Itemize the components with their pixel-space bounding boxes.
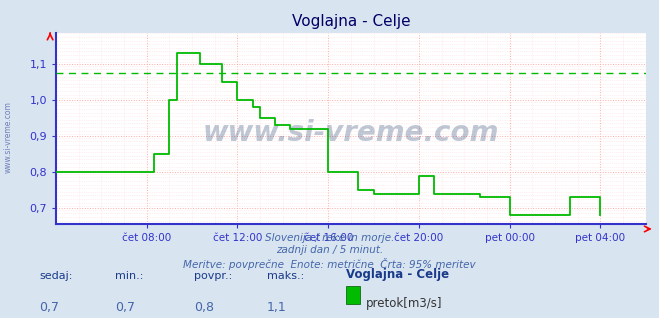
Text: Slovenija / reke in morje.: Slovenija / reke in morje. — [265, 233, 394, 243]
Text: pretok[m3/s]: pretok[m3/s] — [366, 297, 442, 310]
Text: povpr.:: povpr.: — [194, 272, 233, 281]
Text: 0,7: 0,7 — [40, 301, 59, 314]
Text: www.si-vreme.com: www.si-vreme.com — [203, 119, 499, 147]
Text: min.:: min.: — [115, 272, 144, 281]
Text: maks.:: maks.: — [267, 272, 304, 281]
Text: Meritve: povprečne  Enote: metrične  Črta: 95% meritev: Meritve: povprečne Enote: metrične Črta:… — [183, 258, 476, 270]
Title: Voglajna - Celje: Voglajna - Celje — [291, 14, 411, 30]
Text: sedaj:: sedaj: — [40, 272, 73, 281]
Text: Voglajna - Celje: Voglajna - Celje — [346, 268, 449, 281]
Text: 0,7: 0,7 — [115, 301, 135, 314]
Text: 0,8: 0,8 — [194, 301, 214, 314]
Text: 1,1: 1,1 — [267, 301, 287, 314]
Text: www.si-vreme.com: www.si-vreme.com — [3, 101, 13, 173]
Text: zadnji dan / 5 minut.: zadnji dan / 5 minut. — [276, 245, 383, 255]
